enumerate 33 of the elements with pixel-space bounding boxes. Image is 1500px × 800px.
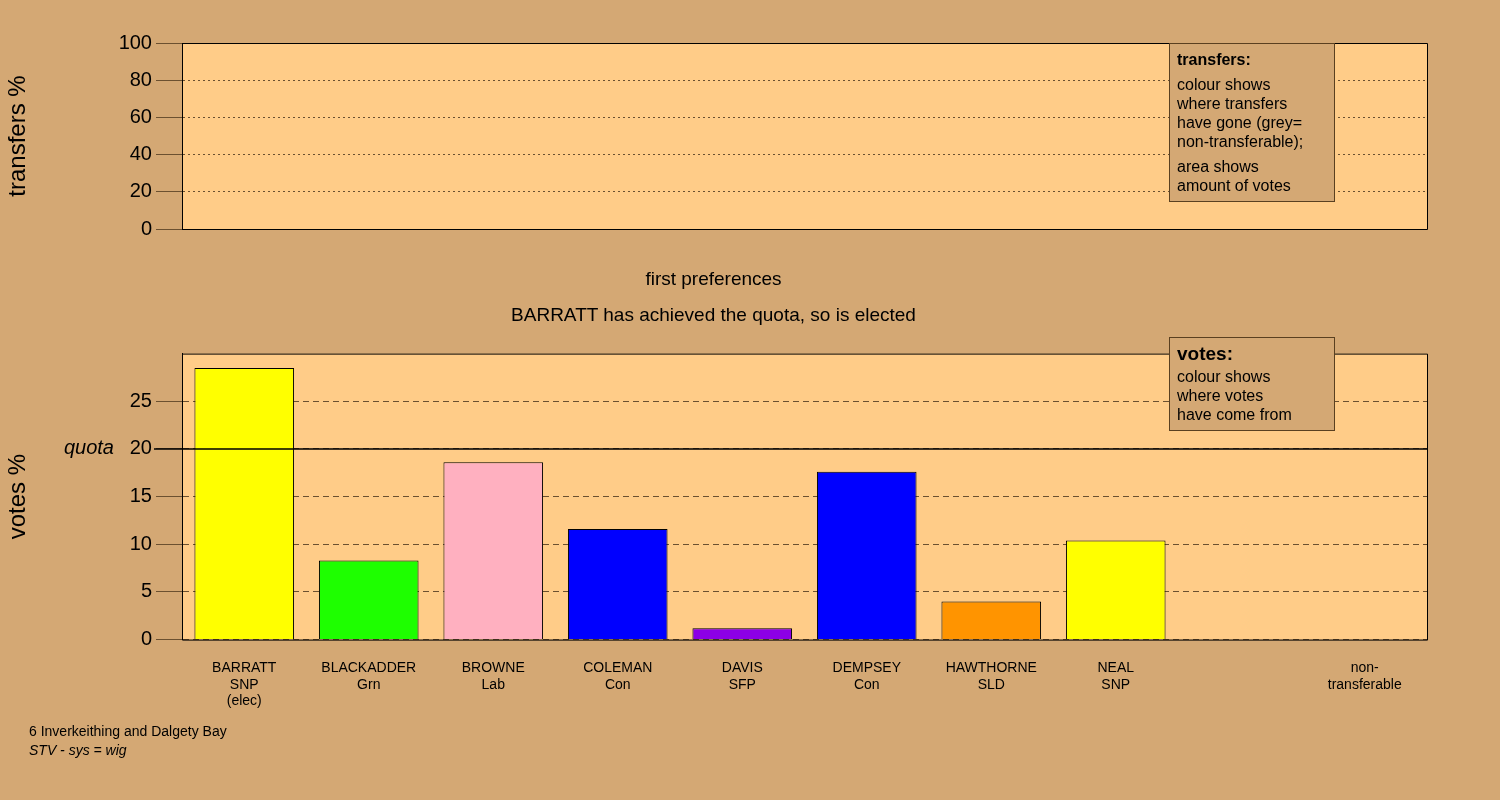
annotation: votes: <box>1177 343 1234 364</box>
text: 6 Inverkeithing and Dalgety Bay <box>29 723 227 739</box>
x-tick-label: BLACKADDER Grn <box>321 658 417 692</box>
x-tick-label: NEAL SNP <box>1097 658 1135 692</box>
y-tick-label: 0 <box>140 627 152 650</box>
y-tick-label: 15 <box>129 484 152 507</box>
chart-title: first preferences <box>645 267 782 289</box>
annotation: colour shows where transfers have gone (grey= non-transferable); <box>1177 75 1305 151</box>
y-tick-label: 100 <box>118 30 152 53</box>
x-tick-label: DAVIS SFP <box>721 658 763 692</box>
y-axis-title: votes % <box>3 453 31 540</box>
ref-line-label: quota <box>63 436 114 459</box>
y-tick-label: 25 <box>129 388 152 411</box>
annotation: transfers: <box>1177 50 1252 69</box>
y-tick-label: 60 <box>129 104 152 127</box>
annotation: colour shows where votes have come from <box>1177 367 1293 424</box>
x-tick-label: COLEMAN Con <box>583 658 653 692</box>
y-tick-label: 20 <box>129 179 152 202</box>
y-tick-label: 40 <box>129 142 152 165</box>
y-tick-label: 0 <box>140 216 152 239</box>
chart-subtitle: BARRATT has achieved the quota, so is elected <box>511 304 916 326</box>
x-tick-label: BARRATT SNP (elec) <box>212 658 277 709</box>
x-tick-label: DEMPSEY Con <box>832 658 902 692</box>
x-tick-label: BROWNE Lab <box>461 658 525 692</box>
text: STV - sys = wig <box>29 742 127 758</box>
x-tick-label: non- transferable <box>1327 658 1402 692</box>
annotation: area shows amount of votes <box>1177 157 1292 195</box>
x-tick-label: HAWTHORNE SLD <box>945 658 1037 692</box>
y-tick-label: 80 <box>129 67 152 90</box>
y-tick-label: 5 <box>140 579 152 602</box>
y-tick-label: 20 <box>129 436 152 459</box>
y-tick-label: 10 <box>129 531 152 554</box>
y-axis-title: transfers % <box>3 75 31 197</box>
